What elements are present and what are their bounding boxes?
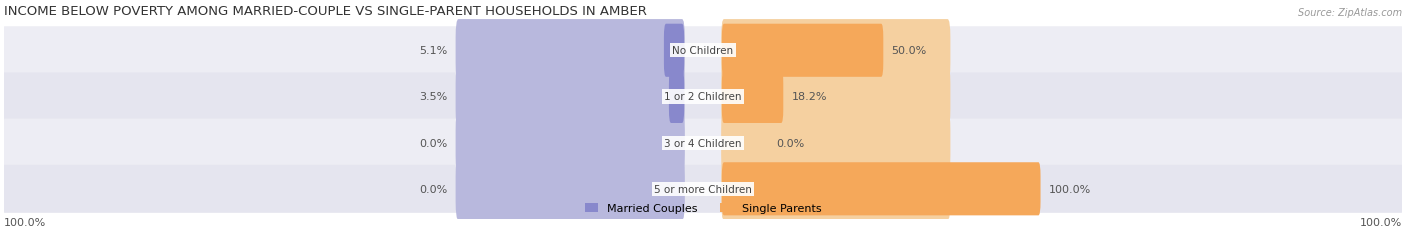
- Text: 1 or 2 Children: 1 or 2 Children: [664, 92, 742, 102]
- FancyBboxPatch shape: [721, 163, 1040, 216]
- Text: 50.0%: 50.0%: [891, 46, 927, 56]
- FancyBboxPatch shape: [4, 73, 1402, 121]
- Text: 0.0%: 0.0%: [776, 138, 804, 148]
- Text: 0.0%: 0.0%: [419, 184, 449, 194]
- FancyBboxPatch shape: [456, 20, 685, 82]
- Text: 100.0%: 100.0%: [4, 217, 46, 227]
- FancyBboxPatch shape: [4, 165, 1402, 213]
- FancyBboxPatch shape: [456, 112, 685, 174]
- Text: 5.1%: 5.1%: [419, 46, 449, 56]
- FancyBboxPatch shape: [721, 20, 950, 82]
- FancyBboxPatch shape: [669, 71, 685, 123]
- Text: 3.5%: 3.5%: [419, 92, 449, 102]
- FancyBboxPatch shape: [721, 24, 883, 77]
- FancyBboxPatch shape: [4, 27, 1402, 75]
- FancyBboxPatch shape: [721, 158, 950, 220]
- FancyBboxPatch shape: [4, 119, 1402, 167]
- Text: 100.0%: 100.0%: [1360, 217, 1402, 227]
- Text: INCOME BELOW POVERTY AMONG MARRIED-COUPLE VS SINGLE-PARENT HOUSEHOLDS IN AMBER: INCOME BELOW POVERTY AMONG MARRIED-COUPL…: [4, 5, 647, 18]
- Text: Source: ZipAtlas.com: Source: ZipAtlas.com: [1298, 8, 1402, 18]
- Text: 0.0%: 0.0%: [419, 138, 449, 148]
- Text: 5 or more Children: 5 or more Children: [654, 184, 752, 194]
- FancyBboxPatch shape: [721, 112, 950, 174]
- Text: 100.0%: 100.0%: [1049, 184, 1091, 194]
- FancyBboxPatch shape: [721, 71, 783, 123]
- FancyBboxPatch shape: [664, 24, 685, 77]
- Text: 18.2%: 18.2%: [792, 92, 827, 102]
- Text: No Children: No Children: [672, 46, 734, 56]
- Legend: Married Couples, Single Parents: Married Couples, Single Parents: [581, 198, 825, 217]
- Text: 3 or 4 Children: 3 or 4 Children: [664, 138, 742, 148]
- FancyBboxPatch shape: [456, 158, 685, 220]
- FancyBboxPatch shape: [456, 66, 685, 128]
- FancyBboxPatch shape: [721, 66, 950, 128]
